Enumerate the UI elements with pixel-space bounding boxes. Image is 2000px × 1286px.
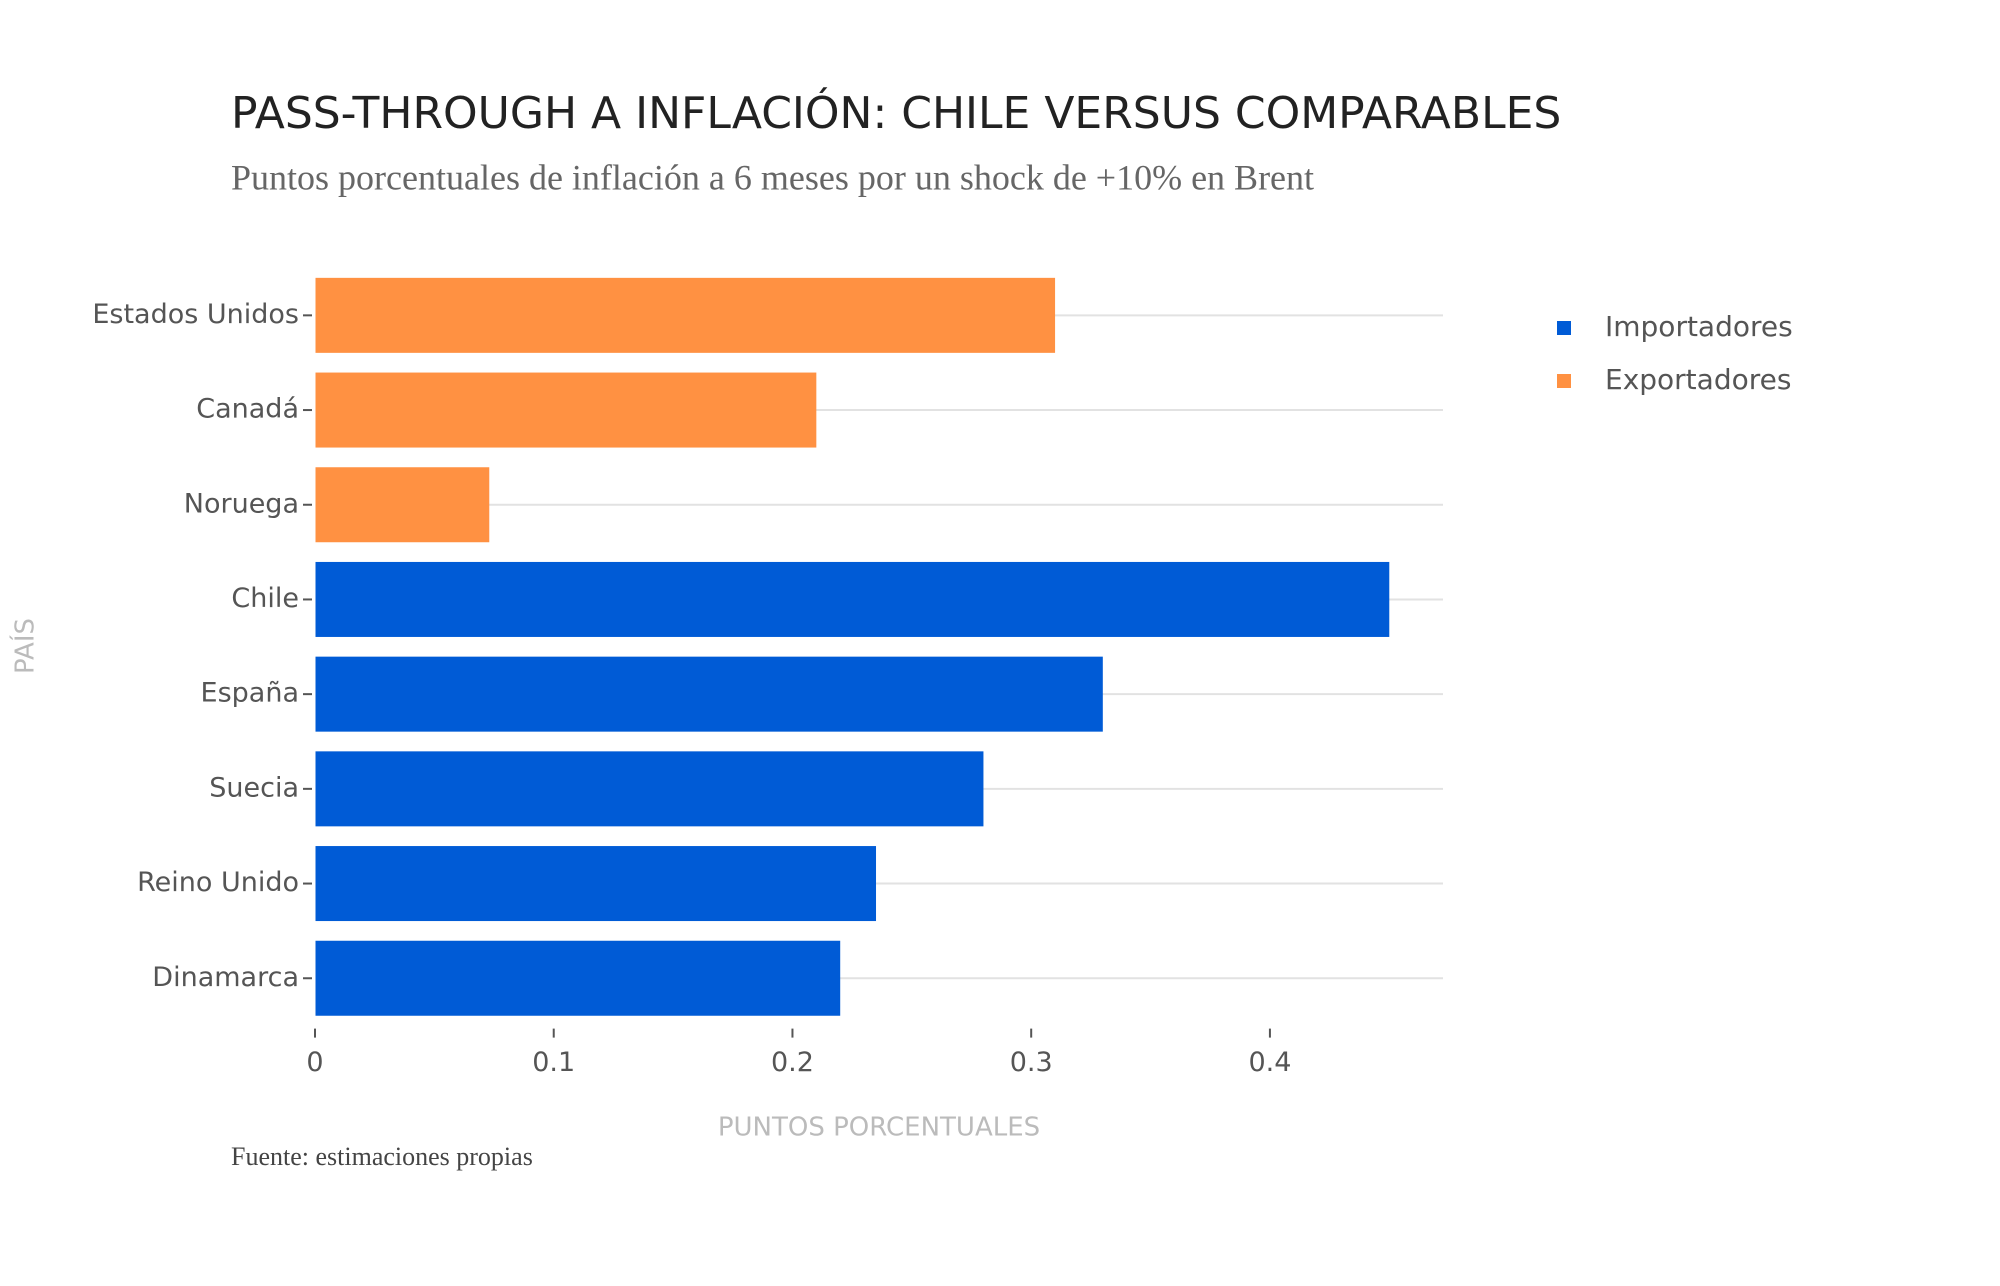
source: Fuente: estimaciones propias [231, 1142, 533, 1171]
legend-label: Importadores [1605, 310, 1793, 343]
bar [315, 940, 841, 1016]
chart-title: PASS-THROUGH A INFLACIÓN: CHILE VERSUS C… [231, 86, 1561, 139]
y-tick-label: España [201, 678, 299, 709]
bar [315, 751, 984, 827]
bar [315, 846, 877, 922]
y-tick-label: Suecia [209, 772, 299, 803]
x-axis-title: PUNTOS PORCENTUALES [718, 1113, 1040, 1143]
bar [315, 656, 1103, 732]
x-tick-label: 0 [306, 1047, 323, 1078]
chart-subtitle: Puntos porcentuales de inflación a 6 mes… [231, 157, 1314, 197]
legend-marker [1557, 321, 1571, 335]
bar [315, 372, 817, 448]
y-tick-label: Canadá [196, 394, 299, 425]
y-tick-label: Chile [231, 583, 299, 614]
x-tick-label: 0.2 [771, 1047, 814, 1078]
legend-label: Exportadores [1605, 363, 1791, 396]
y-axis-title: PAÍS [9, 618, 41, 674]
legend-marker [1557, 374, 1571, 388]
bar [315, 561, 1390, 637]
x-tick-label: 0.3 [1010, 1047, 1053, 1078]
y-tick-label: Reino Unido [137, 867, 299, 898]
bar [315, 467, 490, 543]
y-tick-label: Estados Unidos [92, 299, 299, 330]
y-tick-label: Noruega [184, 488, 299, 519]
x-tick-label: 0.4 [1248, 1047, 1291, 1078]
y-tick-label: Dinamarca [152, 962, 299, 993]
bar [315, 277, 1056, 353]
x-tick-label: 0.1 [532, 1047, 575, 1078]
